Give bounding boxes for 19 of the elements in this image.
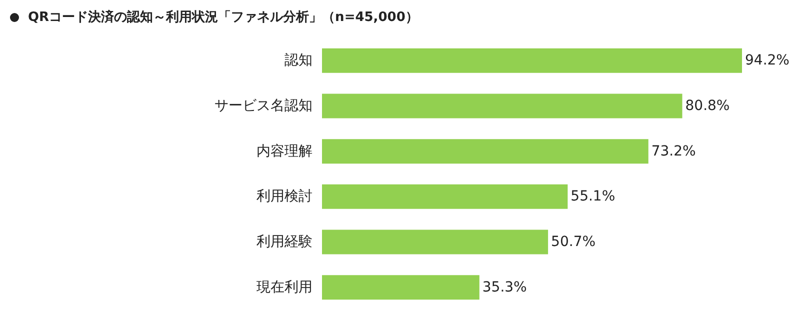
data-label: 80.8% [685, 98, 730, 114]
bar [322, 184, 568, 209]
y-tick-label: サービス名認知 [214, 98, 312, 114]
bar [322, 230, 548, 254]
data-label: 94.2% [745, 52, 790, 69]
y-tick-label: 現在利用 [256, 279, 312, 296]
bar [322, 48, 742, 73]
y-tick-label: 利用検討 [256, 188, 312, 205]
y-tick-label: 利用経験 [256, 234, 312, 250]
data-label: 55.1% [570, 188, 616, 205]
y-tick-label: 内容理解 [256, 143, 312, 160]
bar [322, 139, 648, 164]
data-label: 35.3% [482, 279, 527, 296]
chart-title: QRコード決済の認知～利用状況「ファネル分析」（n=45,000） [28, 8, 418, 26]
bar [322, 94, 682, 118]
y-tick-label: 認知 [284, 52, 312, 69]
data-label: 73.2% [651, 143, 696, 160]
bar [322, 275, 480, 300]
data-label: 50.7% [551, 234, 596, 250]
